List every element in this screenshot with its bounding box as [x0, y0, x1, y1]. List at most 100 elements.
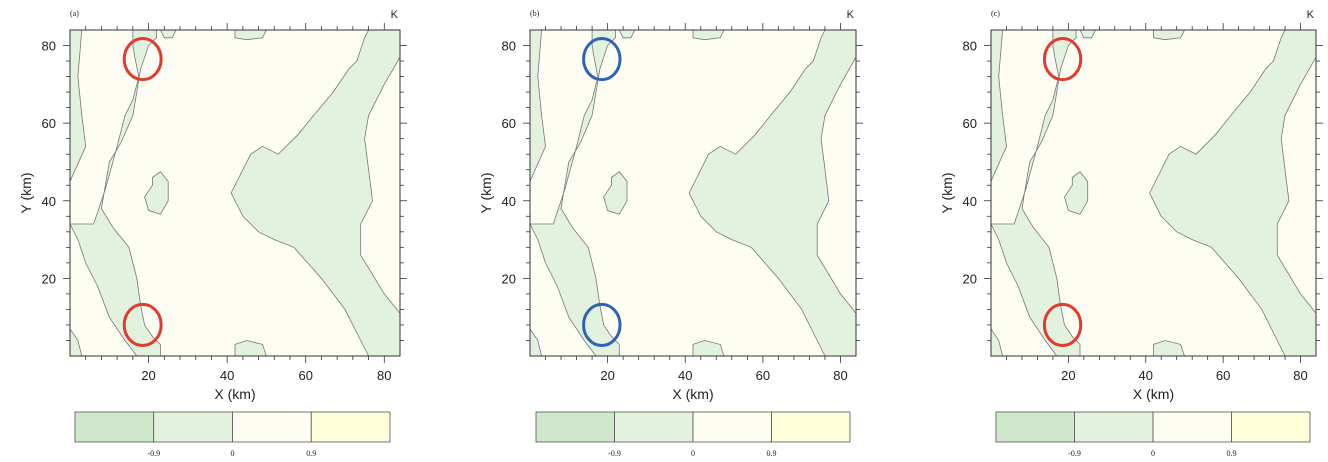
- left-band-region: [991, 30, 1081, 356]
- left-band-region: [530, 30, 620, 356]
- colorbar-swatch: [1231, 411, 1311, 443]
- y-tick-label: 80: [502, 39, 516, 54]
- panel-3: 20 40 60 80 20 40 60 80 X (km) Y (km) (c) K -0.9 0 0.9: [939, 9, 1323, 458]
- unit-label: K: [1307, 9, 1315, 21]
- y-tick-label: 20: [42, 271, 56, 286]
- top-bump-region: [692, 30, 725, 41]
- y-tick-label: 60: [42, 116, 56, 131]
- y-axis-title: Y (km): [478, 173, 494, 214]
- top-small-region: [618, 30, 636, 39]
- colorbar-label: 0.9: [306, 449, 316, 458]
- colorbar-swatch: [771, 411, 851, 443]
- panel-label: (b): [530, 9, 540, 18]
- highlight-ellipse: [1042, 37, 1083, 82]
- plot-frame: [69, 29, 401, 357]
- x-axis-title: X (km): [672, 386, 713, 402]
- colorbar-swatch: [153, 411, 233, 443]
- x-tick-label: 40: [220, 368, 234, 383]
- panel-2: 20 40 60 80 20 40 60 80 X (km) Y (km) (b) K -0.9 0 0.9: [478, 9, 863, 458]
- colorbar-label: 0.9: [767, 449, 777, 458]
- y-tick-label: 40: [963, 194, 977, 209]
- left-strip-top-region: [991, 30, 1007, 182]
- colorbar: -0.9 0 0.9: [535, 411, 851, 458]
- left-strip-bottom-region: [70, 328, 83, 356]
- x-tick-label: 40: [1139, 368, 1153, 383]
- unit-label: K: [847, 9, 855, 21]
- colorbar-label: 0: [231, 449, 235, 458]
- top-small-region: [159, 30, 177, 39]
- colorbar: -0.9 0 0.9: [995, 411, 1311, 458]
- x-axis-title: X (km): [214, 386, 255, 402]
- highlight-ellipse: [122, 37, 163, 82]
- left-strip-bottom-region: [991, 328, 1004, 356]
- colorbar-label: 0.9: [1227, 449, 1237, 458]
- top-bump-region: [1153, 30, 1185, 41]
- top-small-region: [1079, 30, 1096, 39]
- left-strip-top-region: [530, 30, 546, 182]
- x-axis-title: X (km): [1133, 386, 1174, 402]
- y-tick-label: 80: [963, 39, 977, 54]
- colorbar-swatch: [232, 411, 312, 443]
- center-blob-region: [1064, 171, 1089, 215]
- highlight-ellipse: [122, 302, 163, 348]
- left-band-region: [70, 30, 161, 356]
- colorbar-label: -0.9: [147, 449, 160, 458]
- colorbar-swatch: [692, 411, 772, 443]
- top-bump-region: [234, 30, 267, 41]
- center-blob-region: [144, 171, 169, 215]
- colorbar-swatch: [995, 411, 1075, 443]
- x-tick-label: 20: [141, 368, 155, 383]
- right-region: [230, 30, 400, 356]
- x-tick-label: 60: [1216, 368, 1230, 383]
- bottom-bump-region: [234, 340, 267, 356]
- plot-frame: [529, 29, 857, 357]
- highlight-ellipse: [582, 302, 622, 348]
- x-tick-label: 80: [377, 368, 391, 383]
- colorbar-label: 0: [1151, 449, 1155, 458]
- colorbar-label: 0: [691, 449, 695, 458]
- colorbar-swatch: [1152, 411, 1232, 443]
- contour-regions: [70, 30, 400, 356]
- bottom-bump-region: [692, 340, 725, 356]
- y-tick-label: 20: [502, 271, 516, 286]
- y-axis-title: Y (km): [939, 173, 955, 214]
- y-tick-label: 80: [42, 39, 56, 54]
- highlight-ellipse: [1042, 302, 1083, 348]
- unit-label: K: [391, 9, 399, 21]
- panel-label: (c): [991, 9, 1000, 18]
- colorbar-swatch: [74, 411, 155, 443]
- y-tick-label: 60: [963, 116, 977, 131]
- x-tick-label: 60: [756, 368, 770, 383]
- panel-1: 20 40 60 80 20 40 60 80 X (km) Y (km) (a) K -0.9 0 0.9: [18, 9, 407, 458]
- contour-regions: [991, 30, 1316, 356]
- y-tick-label: 60: [502, 116, 516, 131]
- plot-frame: [990, 29, 1317, 357]
- colorbar-label: -0.9: [608, 449, 621, 458]
- y-axis-title: Y (km): [18, 173, 34, 214]
- x-tick-label: 80: [1293, 368, 1307, 383]
- y-tick-label: 20: [963, 271, 977, 286]
- colorbar-swatch: [535, 411, 615, 443]
- colorbar-swatch: [310, 411, 391, 443]
- x-tick-label: 40: [678, 368, 692, 383]
- right-region: [688, 30, 856, 356]
- y-tick-label: 40: [42, 194, 56, 209]
- panel-label: (a): [70, 9, 79, 18]
- bottom-bump-region: [1153, 340, 1185, 356]
- x-tick-label: 80: [833, 368, 847, 383]
- left-strip-top-region: [70, 30, 87, 182]
- y-tick-label: 40: [502, 194, 516, 209]
- right-region: [1149, 30, 1316, 356]
- colorbar-swatch: [614, 411, 694, 443]
- left-strip-bottom-region: [530, 328, 543, 356]
- center-blob-region: [603, 171, 628, 215]
- highlight-ellipse: [582, 37, 622, 82]
- colorbar-swatch: [1074, 411, 1154, 443]
- contour-regions: [530, 30, 856, 356]
- colorbar: -0.9 0 0.9: [74, 411, 391, 458]
- x-tick-label: 20: [1061, 368, 1075, 383]
- x-tick-label: 60: [298, 368, 312, 383]
- colorbar-label: -0.9: [1068, 449, 1081, 458]
- x-tick-label: 20: [600, 368, 614, 383]
